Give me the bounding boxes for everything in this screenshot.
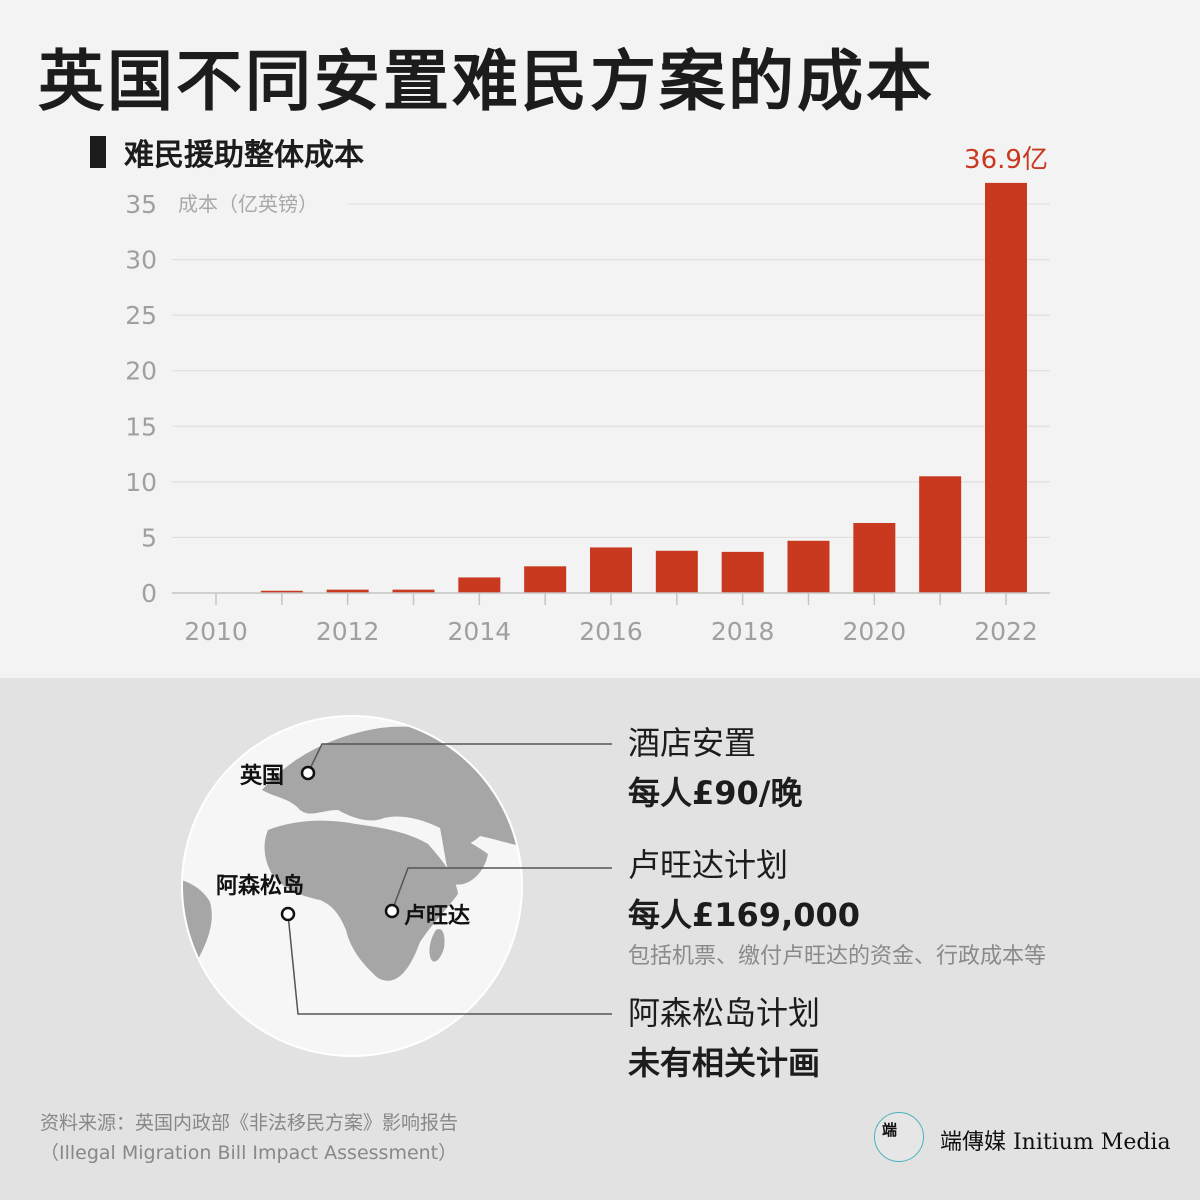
- x-tick-label: 2014: [448, 617, 512, 646]
- page-title: 英国不同安置难民方案的成本: [38, 43, 935, 120]
- y-tick-label: 10: [125, 468, 157, 497]
- option-name: 卢旺达计划: [628, 846, 789, 884]
- initium-logo: 端 端傳媒 Initium Media: [874, 1112, 1174, 1168]
- option-note: 包括机票、缴付卢旺达的资金、行政成本等: [628, 944, 1047, 969]
- rwanda-marker: [384, 903, 400, 919]
- bar: [326, 589, 369, 593]
- bar: [919, 476, 962, 593]
- value-label: 36.9亿: [964, 145, 1048, 175]
- option-name: 酒店安置: [628, 724, 757, 762]
- bar: [787, 540, 830, 593]
- bar: [458, 577, 501, 593]
- source-line: 资料来源：英国内政部《非法移民方案》影响报告: [40, 1112, 459, 1134]
- ascension-marker: [280, 906, 296, 922]
- bar: [655, 550, 698, 593]
- logo-circle: 端: [874, 1112, 924, 1162]
- bar-chart: 0 5 10 15 20 25 30 35 成本（亿英镑） 2010 2012 2014 2016 201…: [125, 145, 1050, 646]
- globe-outline: [181, 715, 523, 1057]
- x-tick-label: 2022: [974, 617, 1038, 646]
- y-axis-label: 成本（亿英镑）: [178, 192, 318, 216]
- option-ascension: 阿森松岛计划 未有相关计画: [628, 992, 820, 1084]
- option-cost: 每人£90/晚: [628, 774, 803, 812]
- y-tick-label: 0: [141, 579, 157, 608]
- leader-line-rwanda: [391, 867, 612, 912]
- source-line: （Illegal Migration Bill Impact Assessmen…: [40, 1142, 458, 1164]
- africa: [264, 820, 458, 981]
- section-title: 难民援助整体成本: [124, 138, 364, 173]
- rwanda-label: 卢旺达: [404, 904, 471, 929]
- bar: [524, 566, 567, 593]
- x-tick-label: 2010: [184, 617, 248, 646]
- madagascar: [429, 928, 445, 962]
- uk-label: 英国: [240, 764, 285, 789]
- option-cost: 未有相关计画: [628, 1044, 821, 1082]
- option-rwanda: 卢旺达计划 每人£169,000 包括机票、缴付卢旺达的资金、行政成本等: [628, 844, 1046, 972]
- bar: [985, 182, 1027, 593]
- uk-marker: [300, 765, 316, 781]
- x-tick-label: 2018: [711, 617, 775, 646]
- option-name: 阿森松岛计划: [628, 994, 821, 1032]
- ascension-label: 阿森松岛: [216, 874, 305, 899]
- bar: [853, 522, 896, 593]
- south-america: [182, 877, 212, 1030]
- bar: [590, 547, 632, 593]
- leader-line-ascension: [287, 913, 612, 1015]
- section-marker: [90, 136, 106, 168]
- logo-text: 端傳媒 Initium Media: [940, 1130, 1171, 1155]
- arabia: [440, 828, 488, 885]
- globe-map: [181, 715, 612, 1057]
- x-tick-label: 2016: [579, 617, 643, 646]
- logo-glyph: 端: [882, 1121, 898, 1139]
- y-tick-label: 25: [125, 301, 157, 330]
- y-tick-label: 15: [125, 412, 157, 441]
- bar: [392, 589, 435, 593]
- option-cost: 每人£169,000: [628, 896, 861, 934]
- x-tick-label: 2020: [843, 617, 907, 646]
- leader-line-hotel: [307, 743, 612, 774]
- y-tick-label: 30: [125, 246, 157, 275]
- option-hotel: 酒店安置 每人£90/晚: [628, 722, 803, 814]
- source-note: 资料来源：英国内政部《非法移民方案》影响报告 （Illegal Migratio…: [40, 1108, 458, 1168]
- y-tick-label: 35: [125, 190, 157, 219]
- options-panel: 英国 阿森松岛 卢旺达 酒店安置 每人£90/晚 卢旺达计划 每人£169,00…: [0, 678, 1200, 1200]
- x-tick-label: 2012: [316, 617, 380, 646]
- y-tick-label: 20: [125, 357, 157, 386]
- chart-panel: 英国不同安置难民方案的成本 难民援助整体成本 0 5 10 15 20 25 30 35 成本（…: [0, 0, 1200, 678]
- y-tick-label: 5: [141, 523, 157, 552]
- bar: [260, 590, 303, 593]
- bar: [721, 551, 764, 593]
